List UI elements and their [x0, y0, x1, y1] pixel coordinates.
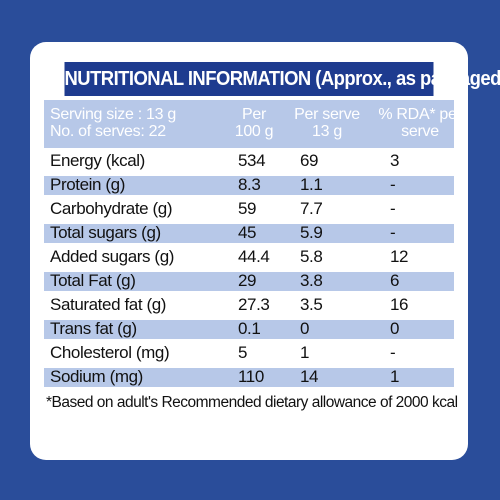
row-shade — [44, 368, 454, 387]
serving-size: Serving size : 13 g — [50, 106, 176, 123]
value-per-100g: 27.3 — [238, 295, 270, 314]
table-row: Total sugars (g) 45 5.9 - — [44, 222, 454, 244]
serving-info: Serving size : 13 g No. of serves: 22 — [50, 106, 220, 140]
rda-line1: % RDA* per — [378, 106, 462, 123]
per-serve-line1: Per serve — [294, 106, 360, 123]
table-row: Added sugars (g) 44.4 5.8 12 — [44, 246, 454, 268]
value-rda: 3 — [390, 151, 400, 170]
value-per-100g: 110 — [238, 367, 264, 386]
nutrient-name: Trans fat (g) — [50, 319, 137, 338]
table-row: Trans fat (g) 0.1 0 0 — [44, 318, 454, 340]
table-row: Protein (g) 8.3 1.1 - — [44, 174, 454, 196]
value-per-serve: 5.8 — [300, 247, 323, 266]
per-serve-line2: 13 g — [312, 123, 342, 140]
nutrient-name: Sodium (mg) — [50, 367, 143, 386]
value-rda: - — [390, 223, 396, 242]
table-header: Serving size : 13 g No. of serves: 22 Pe… — [44, 100, 462, 148]
value-per-100g: 44.4 — [238, 247, 270, 266]
value-per-serve: 69 — [300, 151, 319, 170]
column-header-per-serve: Per serve 13 g — [292, 106, 362, 140]
column-header-rda: % RDA* per serve — [370, 106, 470, 140]
value-per-serve: 14 — [300, 367, 319, 386]
nutrient-name: Cholesterol (mg) — [50, 343, 170, 362]
value-rda: 0 — [390, 319, 400, 338]
value-per-serve: 1 — [300, 343, 310, 362]
table-row: Carbohydrate (g) 59 7.7 - — [44, 198, 454, 220]
column-header-per-100g: Per 100 g — [224, 106, 284, 140]
row-shade — [44, 176, 454, 195]
value-per-serve: 3.8 — [300, 271, 323, 290]
table-row: Total Fat (g) 29 3.8 6 — [44, 270, 454, 292]
value-per-serve: 3.5 — [300, 295, 323, 314]
rda-footnote: *Based on adult's Recommended dietary al… — [46, 394, 458, 411]
value-rda: - — [390, 199, 396, 218]
value-per-100g: 45 — [238, 223, 257, 242]
nutrient-name: Saturated fat (g) — [50, 295, 167, 314]
row-shade — [44, 320, 454, 339]
value-per-100g: 534 — [238, 151, 266, 170]
value-rda: 1 — [390, 367, 400, 386]
table-row: Sodium (mg) 110 14 1 — [44, 366, 454, 388]
value-rda: 12 — [390, 247, 409, 266]
number-of-serves: No. of serves: 22 — [50, 123, 166, 140]
nutrient-name: Added sugars (g) — [50, 247, 175, 266]
rda-line2: serve — [401, 123, 439, 140]
value-rda: 16 — [390, 295, 409, 314]
nutrient-name: Total sugars (g) — [50, 223, 161, 242]
per-100g-line2: 100 g — [234, 123, 274, 140]
nutrient-name: Protein (g) — [50, 175, 125, 194]
nutrition-title: NUTRITIONAL INFORMATION (Approx., as pac… — [64, 62, 500, 96]
value-per-100g: 8.3 — [238, 175, 261, 194]
row-shade — [44, 272, 454, 291]
nutrient-name: Carbohydrate (g) — [50, 199, 173, 218]
table-row: Saturated fat (g) 27.3 3.5 16 — [44, 294, 454, 316]
value-rda: - — [390, 343, 396, 362]
row-shade — [44, 224, 454, 243]
value-per-100g: 29 — [238, 271, 257, 290]
nutrient-name: Total Fat (g) — [50, 271, 136, 290]
table-row: Cholesterol (mg) 5 1 - — [44, 342, 454, 364]
value-rda: 6 — [390, 271, 400, 290]
value-per-100g: 0.1 — [238, 319, 261, 338]
table-row: Energy (kcal) 534 69 3 — [44, 150, 454, 172]
value-per-serve: 1.1 — [300, 175, 323, 194]
value-per-serve: 0 — [300, 319, 310, 338]
value-rda: - — [390, 175, 396, 194]
nutrient-name: Energy (kcal) — [50, 151, 145, 170]
value-per-100g: 59 — [238, 199, 257, 218]
value-per-serve: 7.7 — [300, 199, 323, 218]
value-per-serve: 5.9 — [300, 223, 323, 242]
per-100g-line1: Per — [242, 106, 266, 123]
value-per-100g: 5 — [238, 343, 248, 362]
nutrition-label-card: NUTRITIONAL INFORMATION (Approx., as pac… — [30, 42, 500, 460]
